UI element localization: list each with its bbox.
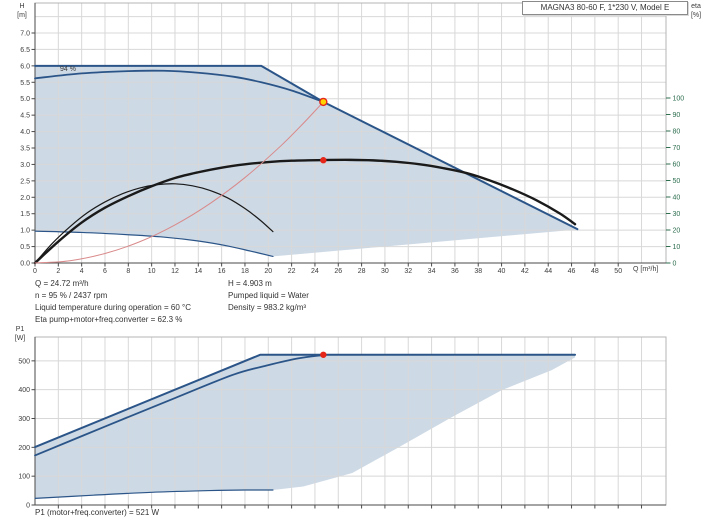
- max-power-curve: [34, 354, 325, 457]
- info-h: H = 4.903 m: [228, 279, 272, 288]
- x-tick-label: 26: [334, 268, 342, 275]
- speed-annotation: 94 %: [60, 66, 76, 73]
- x-tick-label: 30: [381, 268, 389, 275]
- eta-tick-label: 20: [673, 228, 681, 235]
- info-pumped-liquid: Pumped liquid = Water: [228, 291, 309, 300]
- duty-point-eta: [320, 157, 327, 164]
- x-tick-label: 44: [544, 268, 552, 275]
- x-tick-label: 8: [126, 268, 130, 275]
- y-tick-label: 5.5: [20, 80, 30, 87]
- duty-point-head: [319, 97, 328, 107]
- info-liquid-temp: Liquid temperature during operation = 60…: [35, 303, 191, 312]
- y-tick-label: 0.5: [20, 244, 30, 251]
- x-tick-label: 12: [171, 268, 179, 275]
- eta-axis-title-line2: [%]: [690, 12, 702, 19]
- x-tick-label: 36: [451, 268, 459, 275]
- y-tick-label: 3.0: [20, 162, 30, 169]
- x-tick-label: 0: [33, 268, 37, 275]
- x-tick-label: 34: [428, 268, 436, 275]
- y-tick-label: 400: [18, 387, 30, 394]
- min-speed-curve: [34, 230, 274, 258]
- envelope-outline: [34, 64, 579, 231]
- info-q: Q = 24.72 m³/h: [35, 279, 89, 288]
- y-tick-label: 200: [18, 445, 30, 452]
- h-axis-title-line1: H: [19, 3, 25, 10]
- eta-axis-title: eta [%]: [684, 2, 704, 20]
- duty-info-left: Q = 24.72 m³/h n = 95 % / 2437 rpm Liqui…: [35, 278, 191, 326]
- x-tick-label: 6: [103, 268, 107, 275]
- hq-chart: 0 2 4 6 8 10 12 14 16 18 20 22 24 26 28 30 32 34 36 38 40 42 4…: [20, 2, 685, 275]
- p1-axis-title: P1 [W]: [8, 325, 32, 343]
- y-tick-label: 6.0: [20, 63, 30, 70]
- y-tick-label: 0: [26, 503, 30, 510]
- x-tick-label: 42: [521, 268, 529, 275]
- eta-tick-label: 80: [673, 129, 681, 136]
- y-tick-label: 0.0: [20, 261, 30, 268]
- x-tick-label: 22: [288, 268, 296, 275]
- eta-tick-label: 50: [673, 178, 681, 185]
- y-tick-label: 100: [18, 474, 30, 481]
- duty-point-power: [320, 351, 327, 358]
- p1-axis-title-line2: [W]: [14, 335, 26, 342]
- y-tick-label: 4.5: [20, 113, 30, 120]
- p1-axis-title-line1: P1: [15, 326, 25, 333]
- power-envelope-fill: [35, 354, 576, 499]
- y-tick-label: 1.0: [20, 228, 30, 235]
- x-tick-label: 50: [614, 268, 622, 275]
- power-chart: 0 100 200 300 400 500: [18, 336, 667, 510]
- eta-tick-label: 40: [673, 195, 681, 202]
- y-tick-label: 500: [18, 358, 30, 365]
- y-tick-label: 4.0: [20, 129, 30, 136]
- info-density: Density = 983.2 kg/m³: [228, 303, 307, 312]
- max-speed-curve: [34, 69, 325, 103]
- h-axis-title: H [m]: [10, 2, 34, 20]
- x-tick-label: 28: [358, 268, 366, 275]
- x-tick-label: 18: [241, 268, 249, 275]
- eta-total-curve: [33, 158, 577, 265]
- eta-axis-title-line1: eta: [691, 3, 701, 10]
- eta-pump-curve: [34, 183, 274, 264]
- x-tick-label: 16: [218, 268, 226, 275]
- x-tick-label: 24: [311, 268, 319, 275]
- x-tick-label: 40: [498, 268, 506, 275]
- y-tick-label: 3.5: [20, 146, 30, 153]
- x-tick-label: 32: [404, 268, 412, 275]
- eta-tick-label: 30: [673, 211, 681, 218]
- min-power-curve: [34, 489, 274, 499]
- x-tick-label: 20: [264, 268, 272, 275]
- x-tick-label: 48: [591, 268, 599, 275]
- x-tick-label: 38: [474, 268, 482, 275]
- eta-tick-label: 100: [673, 96, 685, 103]
- system-curve: [34, 101, 324, 264]
- p1-result-text: P1 (motor+freq.converter) = 521 W: [35, 508, 160, 517]
- y-tick-label: 7.0: [20, 31, 30, 38]
- x-tick-label: 14: [194, 268, 202, 275]
- info-n: n = 95 % / 2437 rpm: [35, 291, 108, 300]
- eta-tick-label: 70: [673, 145, 681, 152]
- h-axis-title-line2: [m]: [17, 12, 27, 19]
- eta-tick-label: 10: [673, 244, 681, 251]
- eta-tick-label: 60: [673, 162, 681, 169]
- x-tick-label: 4: [80, 268, 84, 275]
- power-envelope-outline: [34, 353, 577, 449]
- pump-title-box: MAGNA3 80-60 F, 1*230 V, Model E: [522, 1, 688, 15]
- y-tick-label: 2.5: [20, 178, 30, 185]
- y-tick-label: 5.0: [20, 96, 30, 103]
- x-tick-label: 2: [56, 268, 60, 275]
- eta-tick-label: 0: [673, 261, 677, 268]
- y-tick-label: 2.0: [20, 195, 30, 202]
- eta-tick-label: 90: [673, 112, 681, 119]
- x-tick-label: 10: [148, 268, 156, 275]
- q-axis-title: Q [m³/h]: [633, 266, 659, 273]
- y-tick-label: 1.5: [20, 211, 30, 218]
- duty-info-right: H = 4.903 m Pumped liquid = Water Densit…: [228, 278, 309, 314]
- x-tick-label: 46: [568, 268, 576, 275]
- y-tick-label: 300: [18, 416, 30, 423]
- y-tick-label: 6.5: [20, 47, 30, 54]
- info-eta-total: Eta pump+motor+freq.converter = 62.3 %: [35, 315, 183, 324]
